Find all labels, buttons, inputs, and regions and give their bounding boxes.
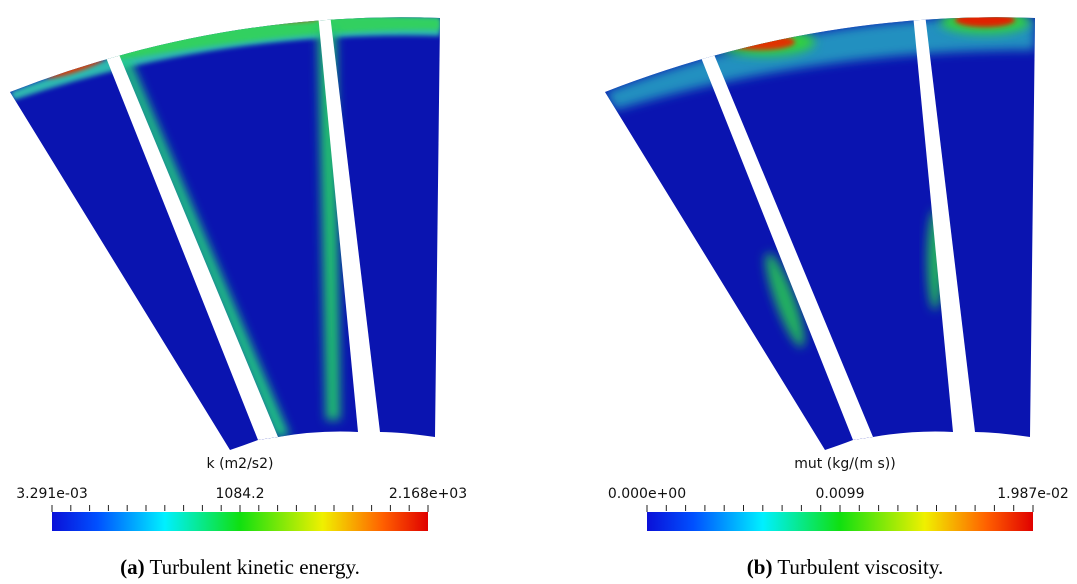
colorbar [52, 512, 428, 531]
caption-label: (b) [747, 555, 773, 579]
caption-text: Turbulent kinetic energy. [150, 555, 360, 579]
colorbar-mid: 1084.2 [216, 486, 265, 502]
colorbar-ticks [51, 505, 429, 512]
colorbar [647, 512, 1033, 531]
colorbar-min: 0.000e+00 [608, 486, 686, 502]
colorbar-title: k (m2/s2) [207, 456, 274, 472]
colorbar-mid: 0.0099 [816, 486, 865, 502]
panel-a: k (m2/s2) 3.291e-03 1084.2 2.168e+03 (a)… [10, 17, 467, 579]
caption: (a) Turbulent kinetic energy. [120, 555, 360, 579]
colorbar-title: mut (kg/(m s)) [794, 456, 895, 472]
contour-plot [10, 17, 440, 451]
colorbar-max: 2.168e+03 [389, 486, 467, 502]
caption-text: Turbulent viscosity. [777, 555, 943, 579]
colorbar-max: 1.987e-02 [997, 486, 1069, 502]
caption: (b) Turbulent viscosity. [747, 555, 943, 579]
colorbar-ticks [646, 505, 1034, 512]
panel-b: mut (kg/(m s)) 0.000e+00 0.0099 1.987e-0… [605, 17, 1069, 579]
caption-label: (a) [120, 555, 145, 579]
contour-plot [605, 17, 1035, 451]
colorbar-min: 3.291e-03 [16, 486, 88, 502]
